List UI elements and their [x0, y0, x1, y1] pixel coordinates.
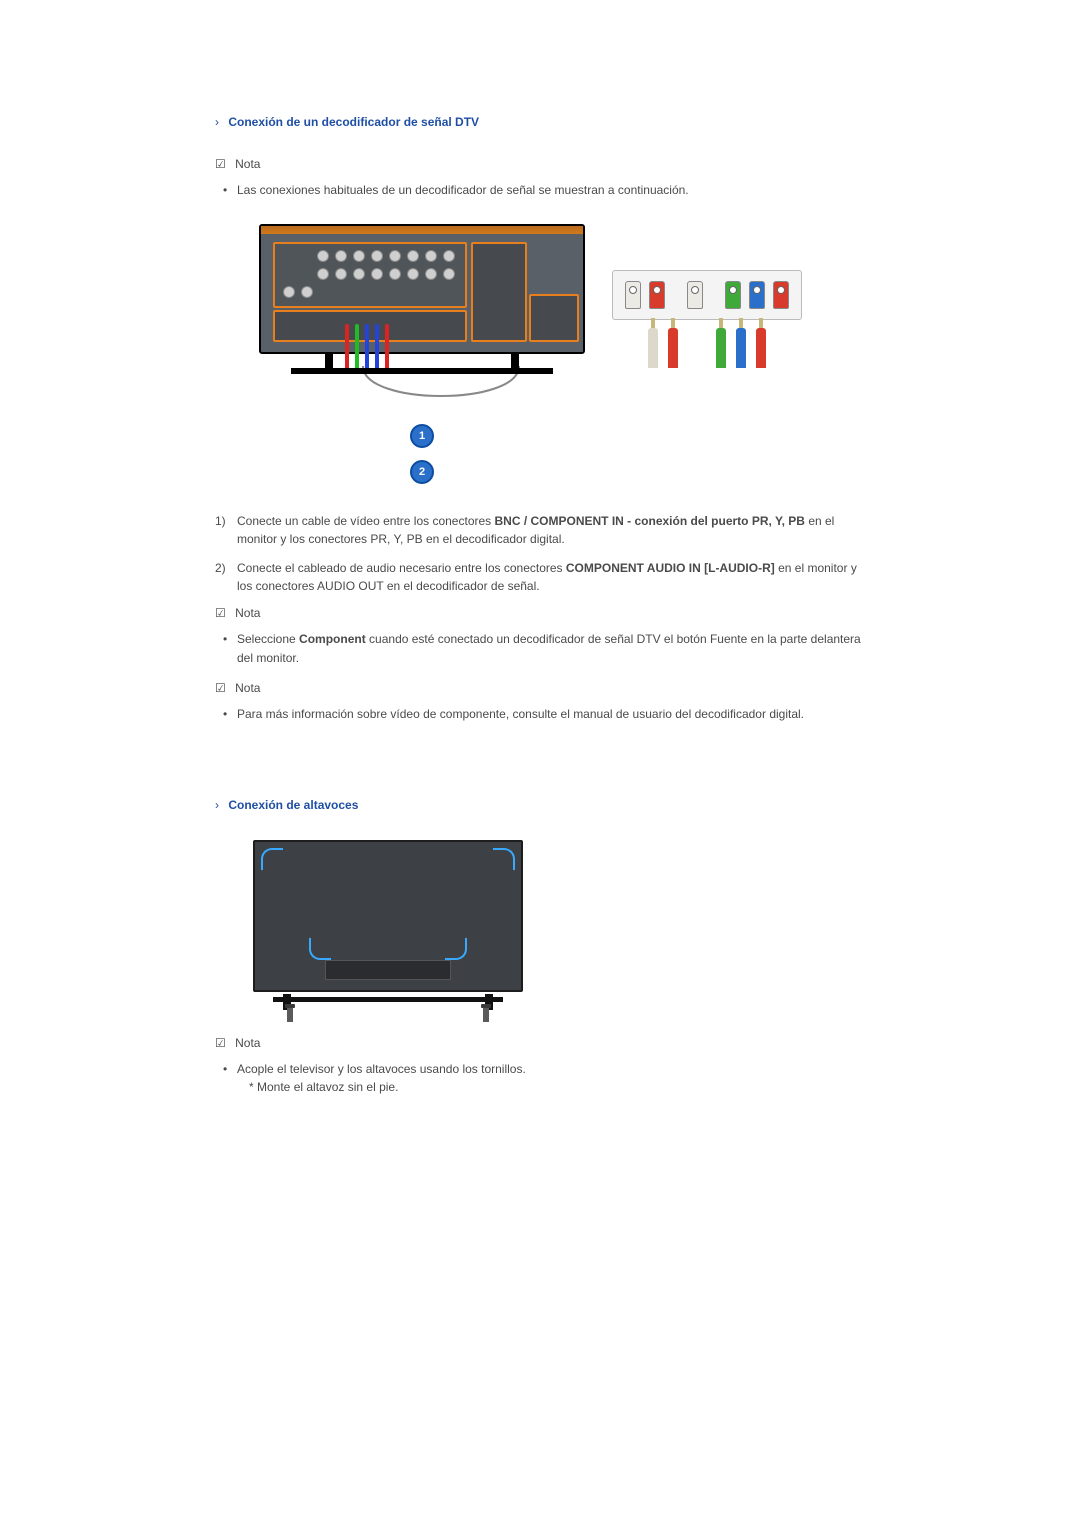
- nota-3: ☑ Nota: [215, 681, 1080, 695]
- screw-left-icon: [287, 1008, 293, 1022]
- nota-4-label: Nota: [235, 1036, 260, 1050]
- step-1: 1) Conecte un cable de vídeo entre los c…: [215, 512, 875, 549]
- nota-1-bullet: Las conexiones habituales de un decodifi…: [215, 181, 877, 200]
- port-group-3: [471, 242, 527, 342]
- jack-red2-icon: [773, 281, 789, 309]
- arrow-tr-icon: [493, 848, 515, 870]
- figure-1-left: 1 2: [259, 224, 585, 490]
- badge-column: 1 2: [259, 418, 585, 490]
- check-icon: ☑: [215, 606, 226, 620]
- cable-red2-icon: [385, 324, 389, 372]
- section1-title-text: Conexión de un decodificador de señal DT…: [228, 115, 479, 129]
- step-2: 2) Conecte el cableado de audio necesari…: [215, 559, 875, 596]
- nota-2: ☑ Nota: [215, 606, 1080, 620]
- plug-green-icon: [716, 328, 726, 368]
- plug-blue-icon: [736, 328, 746, 368]
- arrow-br-icon: [445, 938, 467, 960]
- nota-3-label: Nota: [235, 681, 260, 695]
- nota-4-line1: Acople el televisor y los altavoces usan…: [237, 1062, 526, 1076]
- badge-1: 1: [410, 424, 434, 448]
- stand-leg-right: [511, 352, 519, 374]
- monitor-back-2-panel: [325, 960, 451, 980]
- nota-1-label: Nota: [235, 157, 260, 171]
- jack-white-icon: [625, 281, 641, 309]
- step-1-text: Conecte un cable de vídeo entre los cone…: [237, 512, 875, 549]
- section2-title: › Conexión de altavoces: [215, 798, 1080, 812]
- plug-white-icon: [648, 328, 658, 368]
- arrow-tl-icon: [261, 848, 283, 870]
- chevron-icon: ›: [215, 115, 219, 129]
- cable-blue2-icon: [375, 324, 379, 372]
- plug-red-icon: [668, 328, 678, 368]
- nota-2-label: Nota: [235, 606, 260, 620]
- nota-3-bullet: Para más información sobre vídeo de comp…: [215, 705, 877, 724]
- arrow-bl-icon: [309, 938, 331, 960]
- monitor-back-body: [259, 224, 585, 354]
- port-group-2: [273, 310, 467, 342]
- nota-2-bullet: Seleccione Component cuando esté conecta…: [215, 630, 877, 667]
- jack-white2-icon: [687, 281, 703, 309]
- nota-4-bullet: Acople el televisor y los altavoces usan…: [215, 1060, 877, 1097]
- check-icon: ☑: [215, 157, 226, 171]
- figure-1: 1 2: [259, 224, 1080, 490]
- nota-4: ☑ Nota: [215, 1036, 1080, 1050]
- check-icon: ☑: [215, 681, 226, 695]
- check-icon: ☑: [215, 1036, 226, 1050]
- connector-box: [612, 270, 802, 320]
- nota-4-line2: * Monte el altavoz sin el pie.: [237, 1080, 398, 1094]
- section1-title: › Conexión de un decodificador de señal …: [215, 115, 1080, 129]
- nota-1-bullet-text: Las conexiones habituales de un decodifi…: [237, 183, 689, 197]
- step-2-num: 2): [215, 559, 237, 596]
- monitor-back-diagram: [259, 224, 585, 354]
- stand-leg-left: [325, 352, 333, 374]
- nota-1: ☑ Nota: [215, 157, 1080, 171]
- monitor-back-2: [253, 840, 523, 992]
- port-row-3: [283, 286, 313, 298]
- badge-2: 2: [410, 460, 434, 484]
- port-row-2: [317, 268, 455, 280]
- figure-1-right: [613, 270, 801, 368]
- cable-green-icon: [355, 324, 359, 372]
- monitor-top-strip: [261, 226, 583, 234]
- step-2-text: Conecte el cableado de audio necesario e…: [237, 559, 875, 596]
- section2-title-text: Conexión de altavoces: [228, 798, 358, 812]
- cable-blue-icon: [365, 324, 369, 372]
- screw-right-icon: [483, 1008, 489, 1022]
- plug-row: [648, 328, 766, 368]
- figure-2: [253, 840, 523, 992]
- port-row-1: [317, 250, 455, 262]
- step-1-num: 1): [215, 512, 237, 549]
- plug-red2-icon: [756, 328, 766, 368]
- jack-blue-icon: [749, 281, 765, 309]
- jack-green-icon: [725, 281, 741, 309]
- monitor-2-stand: [273, 996, 503, 1010]
- chevron-icon: ›: [215, 798, 219, 812]
- page: › Conexión de un decodificador de señal …: [0, 0, 1080, 1528]
- jack-red-icon: [649, 281, 665, 309]
- port-group-4: [529, 294, 579, 342]
- cable-red-icon: [345, 324, 349, 372]
